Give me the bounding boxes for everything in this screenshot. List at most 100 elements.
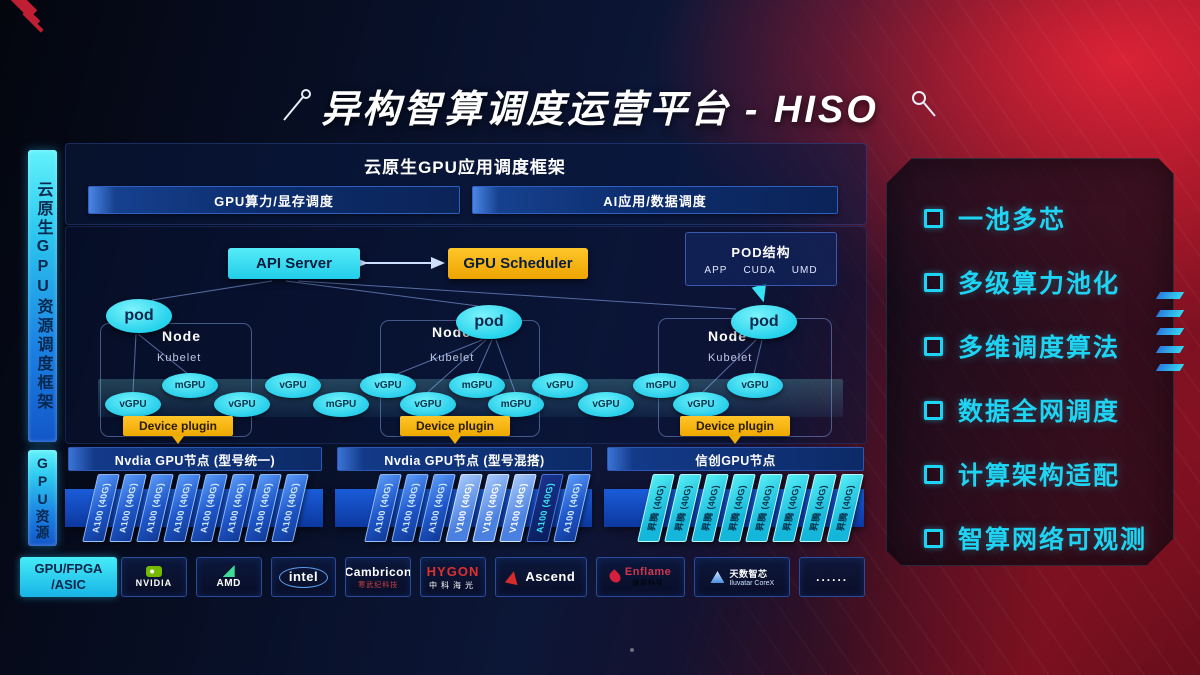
gpu-card-group-2: A100 (40G) A100 (40G) A100 (40G) V100 (40G)… <box>364 474 632 546</box>
pod-item-umd: UMD <box>791 265 818 276</box>
vendor-name: Enflame <box>624 566 672 578</box>
gpu-unit-mgpu: mGPU <box>313 392 369 417</box>
square-bullet-icon <box>924 465 943 484</box>
vendor-name: intel <box>278 566 329 588</box>
node-group-header-xinchuang: 信创GPU节点 <box>607 447 864 471</box>
gpu-card-label: A100 (40G) <box>372 482 394 534</box>
gpu-card-label: A100 (40G) <box>225 482 247 534</box>
gpu-card-label: 昇腾 (40G) <box>700 485 721 531</box>
gpu-card-label: A100 (40G) <box>399 482 421 534</box>
vendor-iluvatar: 天数智芯 Iluvatar CoreX <box>694 557 791 597</box>
gpu-scheduler-box: GPU Scheduler <box>448 248 588 279</box>
gpu-unit-vgpu: vGPU <box>105 392 161 417</box>
square-bullet-icon <box>924 209 943 228</box>
gpu-unit-vgpu: vGPU <box>265 373 321 398</box>
gpu-card-label: A100 (40G) <box>117 482 139 534</box>
gpu-card-label: 昇腾 (40G) <box>835 485 856 531</box>
pod-structure-title: POD结构 <box>731 245 791 260</box>
gpu-unit-vgpu: vGPU <box>214 392 270 417</box>
vendor-subtitle: Iluvatar CoreX <box>729 580 775 587</box>
gpu-unit-vgpu: vGPU <box>673 392 729 417</box>
feature-item: 多级算力池化 <box>924 250 1158 314</box>
kubelet-label-1: Kubelet <box>157 352 202 364</box>
footer-dot <box>630 648 634 652</box>
pod-item-cuda: CUDA <box>743 265 776 276</box>
gpu-card-label: 昇腾 (40G) <box>808 485 829 531</box>
gpu-card-label: A100 (40G) <box>198 482 220 534</box>
gpu-unit-vgpu: vGPU <box>727 373 783 398</box>
vendor-name: HYGON <box>426 563 480 579</box>
vendor-subtitle: 中科海光 <box>429 580 478 590</box>
iluvatar-logo-icon <box>710 571 725 583</box>
feature-item: 一池多芯 <box>924 186 1158 250</box>
gpu-card-group-3: 昇腾 (40G) 昇腾 (40G) 昇腾 (40G) 昇腾 (40G) 昇腾 (40G)… <box>637 474 905 546</box>
square-bullet-icon <box>924 529 943 548</box>
gpu-card-label: A100 (40G) <box>279 482 301 534</box>
feature-label: 多维调度算法 <box>958 334 1121 362</box>
vendor-subtitle: 寒武纪科技 <box>358 581 399 589</box>
square-bullet-icon <box>924 273 943 292</box>
sidebar-gpu-resource: GPU资源 <box>28 450 57 546</box>
vendor-list: NVIDIA AMD intel Cambricon 寒武纪科技 HYGON 中科海光 Asc… <box>121 557 866 597</box>
kubelet-label-2: Kubelet <box>430 352 475 364</box>
vendor-name: Cambricon <box>345 564 412 579</box>
page-title: 异构智算调度运营平台 - HISO <box>321 89 879 131</box>
pod-ellipse-1: pod <box>106 299 172 333</box>
vendor-name: Ascend <box>525 569 576 584</box>
framework-header: 云原生GPU应用调度框架 <box>364 158 566 177</box>
api-server-box: API Server <box>228 248 360 279</box>
feature-label: 数据全网调度 <box>958 398 1121 426</box>
vendor-name: NVIDIA <box>135 578 173 588</box>
vendor-name: AMD <box>216 578 241 589</box>
vendor-hygon: HYGON 中科海光 <box>420 557 486 597</box>
gpu-unit-vgpu: vGPU <box>400 392 456 417</box>
kubelet-label-3: Kubelet <box>708 352 753 364</box>
gpu-unit-mgpu: mGPU <box>449 373 505 398</box>
feature-panel: 一池多芯 多级算力池化 多维调度算法 数据全网调度 计算架构适配 智算网络可观测 <box>886 158 1174 566</box>
gpu-card-label: A100 (40G) <box>426 482 448 534</box>
gpu-unit-vgpu: vGPU <box>578 392 634 417</box>
node-group-header-uniform: Nvdia GPU节点 (型号统一) <box>68 447 322 471</box>
gpu-unit-mgpu: mGPU <box>162 373 218 398</box>
bar-gpu-compute-scheduling: GPU算力/显存调度 <box>88 186 460 214</box>
gpu-unit-mgpu: mGPU <box>633 373 689 398</box>
gpu-card-label: 昇腾 (40G) <box>754 485 775 531</box>
slash-deco-icon <box>1155 292 1192 387</box>
square-bullet-icon <box>924 401 943 420</box>
gpu-unit-mgpu: mGPU <box>488 392 544 417</box>
feature-label: 多级算力池化 <box>958 270 1121 298</box>
gpu-unit-vgpu: vGPU <box>532 373 588 398</box>
vendor-intel: intel <box>270 557 337 597</box>
gpu-card-label: 昇腾 (40G) <box>781 485 802 531</box>
vendor-ascend: Ascend <box>494 557 587 597</box>
corner-slashes-deco <box>0 0 96 54</box>
gpu-card-label: V100 (40G) <box>507 483 529 533</box>
vendor-name: ...... <box>816 570 849 584</box>
pod-ellipse-2: pod <box>456 305 522 339</box>
vendor-name: 天数智芯 <box>729 569 768 579</box>
feature-label: 一池多芯 <box>958 206 1067 234</box>
gpu-card-label: V100 (40G) <box>480 483 502 533</box>
node-group-header-mixed: Nvdia GPU节点 (型号混搭) <box>337 447 592 471</box>
amd-logo-icon <box>222 565 235 577</box>
gpu-card-label: A100 (40G) <box>144 482 166 534</box>
sidebar-cloud-native-gpu-framework: 云原生GPU资源调度框架 <box>28 150 57 442</box>
gpu-card-label: 昇腾 (40G) <box>727 485 748 531</box>
gpu-card-group-1: A100 (40G) A100 (40G) A100 (40G) A100 (40G)… <box>82 474 350 546</box>
vendor-amd: AMD <box>195 557 262 597</box>
ascend-logo-icon <box>505 569 520 584</box>
gpu-card-label: 昇腾 (40G) <box>646 485 667 531</box>
pod-structure-box: POD结构 APP CUDA UMD <box>685 232 837 286</box>
features-list: 一池多芯 多级算力池化 多维调度算法 数据全网调度 计算架构适配 智算网络可观测 <box>924 186 1158 570</box>
bar-ai-data-scheduling: AI应用/数据调度 <box>472 186 838 214</box>
nvidia-logo-icon <box>145 566 162 577</box>
vendor-enflame: Enflame 燧原科技 <box>595 557 686 597</box>
vendor-subtitle: 燧原科技 <box>632 580 665 587</box>
device-plugin-2: Device plugin <box>400 416 510 436</box>
pod-item-app: APP <box>704 265 728 276</box>
feature-item: 多维调度算法 <box>924 314 1158 378</box>
device-plugin-3: Device plugin <box>680 416 790 436</box>
gpu-card-label: V100 (40G) <box>453 483 475 533</box>
gpu-card-label: A100 (40G) <box>534 482 556 534</box>
